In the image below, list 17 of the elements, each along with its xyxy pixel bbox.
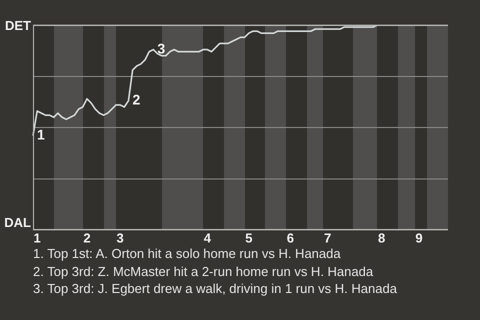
x-tick-label: 8 (378, 230, 386, 246)
x-tick-label: 2 (83, 230, 91, 246)
text: 2. Top 3rd: Z. McMaster hit a 2-run home run vs H. Hanada (33, 262, 374, 280)
x-tick-label: 3 (116, 230, 124, 246)
x-tick-label: 6 (286, 230, 294, 246)
text: 1. Top 1st: A. Orton hit a solo home run vs H. Hanada (33, 245, 342, 262)
annotation: 2 (132, 92, 140, 108)
text: 3. Top 3rd: J. Egbert drew a walk, driving in 1 run vs H. Hanada (33, 280, 397, 298)
x-tick-label: 7 (324, 230, 332, 246)
x-tick-label: 1 (34, 230, 41, 246)
annotation: 1 (37, 126, 45, 143)
text: DAL (3, 215, 31, 230)
x-tick-label: 4 (204, 230, 212, 246)
x-tick-label: 9 (415, 230, 423, 246)
x-tick-label: 5 (245, 230, 252, 246)
text: DET (4, 18, 31, 33)
annotation: 3 (157, 40, 166, 56)
